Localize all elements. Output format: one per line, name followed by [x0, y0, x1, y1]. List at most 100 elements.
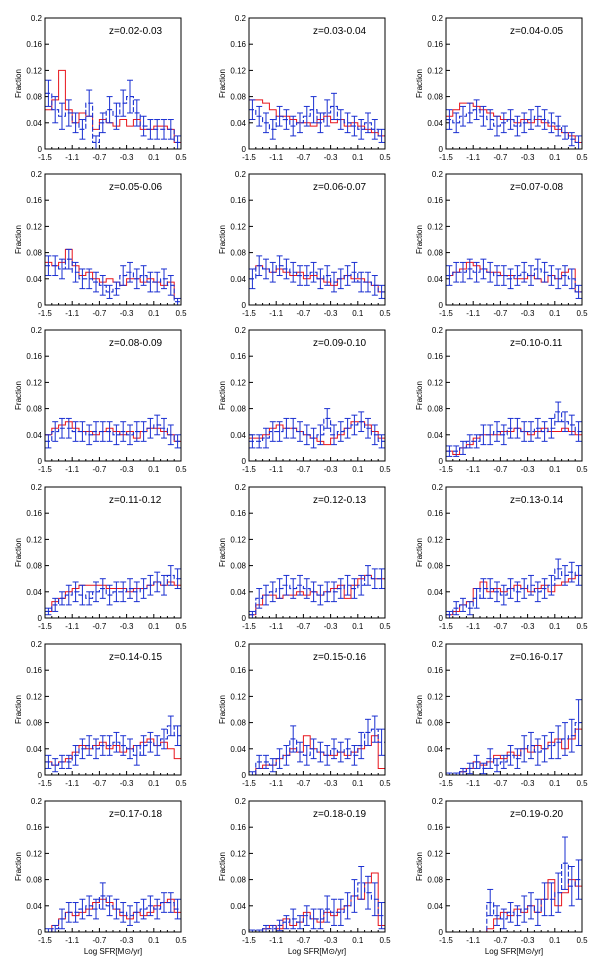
x-axis-label: Log SFR[M⊙/yr]: [84, 947, 142, 956]
x-tick-label: -1.1: [466, 622, 480, 631]
model-histogram: [445, 427, 583, 461]
data-histogram: [249, 728, 385, 776]
data-histogram: [45, 895, 181, 933]
y-axis-label: Fraction: [14, 225, 23, 254]
y-tick-label: 0.08: [230, 405, 246, 414]
x-tick-label: -1.1: [269, 622, 283, 631]
panel-title: z=0.17-0.18: [109, 809, 163, 820]
x-tick-label: 0.1: [549, 153, 561, 162]
x-tick-label: -0.3: [120, 622, 134, 631]
y-tick-label: 0.12: [26, 378, 42, 387]
panel-title: z=0.13-0.14: [510, 495, 564, 506]
x-tick-label: 0.5: [379, 309, 391, 318]
y-tick-label: 0.2: [432, 170, 444, 179]
x-tick-label: -0.3: [120, 936, 134, 945]
y-tick-label: 0.16: [230, 823, 246, 832]
y-tick-label: 0.08: [26, 249, 42, 258]
x-tick-label: 0.1: [549, 936, 561, 945]
y-tick-label: 0.04: [230, 588, 246, 597]
x-tick-label: 0.5: [379, 622, 391, 631]
y-tick-label: 0.12: [427, 849, 443, 858]
model-histogram: [44, 421, 182, 461]
y-tick-label: 0.2: [432, 326, 444, 335]
x-tick-label: -1.1: [466, 153, 480, 162]
y-tick-label: 0.16: [427, 40, 443, 49]
x-tick-label: -1.5: [38, 465, 52, 474]
y-tick-label: 0.04: [230, 275, 246, 284]
x-tick-label: 0.5: [175, 622, 187, 631]
y-tick-label: 0.04: [427, 745, 443, 754]
x-tick-label: -1.1: [269, 779, 283, 788]
x-tick-label: -1.5: [439, 622, 453, 631]
panel-title: z=0.06-0.07: [313, 182, 367, 193]
x-tick-label: -0.3: [120, 309, 134, 318]
y-tick-label: 0.04: [427, 588, 443, 597]
data-histogram: [249, 417, 385, 442]
y-tick-label: 0.2: [31, 640, 43, 649]
x-tick-label: -1.5: [242, 309, 256, 318]
plot-frame: [445, 173, 583, 306]
y-tick-label: 0.16: [230, 352, 246, 361]
y-tick-label: 0.16: [230, 666, 246, 675]
y-axis-label: Fraction: [218, 695, 227, 724]
panel: 0 0.04 0.08 0.12 0.16 0.2 -1.5 -1.1 -0.7 -0.3 0.1 0…: [218, 326, 391, 474]
y-tick-label: 0: [242, 301, 247, 310]
y-axis-label: Fraction: [218, 538, 227, 567]
plot-frame: [248, 173, 386, 306]
x-tick-label: -1.1: [65, 936, 79, 945]
data-histogram: [45, 92, 181, 143]
y-axis-label: Fraction: [14, 538, 23, 567]
y-tick-label: 0.12: [230, 692, 246, 701]
x-tick-label: 0.5: [175, 936, 187, 945]
x-tick-label: 0.5: [576, 622, 588, 631]
y-tick-label: 0: [439, 457, 444, 466]
x-tick-label: -0.7: [93, 779, 107, 788]
y-tick-label: 0.16: [427, 352, 443, 361]
x-tick-label: 0.5: [379, 936, 391, 945]
y-tick-label: 0.12: [427, 535, 443, 544]
x-tick-label: -0.7: [494, 936, 508, 945]
y-tick-label: 0: [242, 145, 247, 154]
plot-frame: [248, 643, 386, 776]
panel-title: z=0.16-0.17: [510, 652, 564, 663]
panel: 0 0.04 0.08 0.12 0.16 0.2 -1.5 -1.1 -0.7 -0.3 0.1 0…: [218, 170, 391, 318]
x-tick-label: -0.7: [494, 465, 508, 474]
model-histogram: [445, 261, 583, 305]
y-tick-label: 0: [439, 301, 444, 310]
data-histogram: [45, 258, 181, 303]
x-tick-label: -1.5: [242, 779, 256, 788]
y-tick-label: 0.12: [230, 66, 246, 75]
y-tick-label: 0.04: [427, 431, 443, 440]
panel-title: z=0.05-0.06: [109, 182, 163, 193]
x-tick-label: -1.5: [242, 153, 256, 162]
x-tick-label: -1.1: [466, 779, 480, 788]
model-histogram: [248, 574, 386, 618]
panel: 0 0.04 0.08 0.12 0.16 0.2 -1.5 -1.1 -0.7 -0.3 0.1 0…: [14, 797, 187, 956]
data-histogram: [249, 882, 385, 933]
x-tick-label: 0.1: [352, 465, 364, 474]
y-axis-label: Fraction: [415, 225, 424, 254]
x-axis-label: Log SFR[M⊙/yr]: [288, 947, 346, 956]
x-tick-label: 0.5: [379, 153, 391, 162]
y-tick-label: 0: [38, 928, 43, 937]
y-tick-label: 0.12: [427, 222, 443, 231]
x-tick-label: -1.5: [242, 622, 256, 631]
y-tick-label: 0.2: [235, 483, 247, 492]
y-axis-label: Fraction: [14, 852, 23, 881]
x-tick-label: -0.7: [93, 622, 107, 631]
x-tick-label: 0.5: [576, 309, 588, 318]
x-tick-label: -0.7: [297, 153, 311, 162]
y-tick-label: 0.2: [31, 797, 43, 806]
x-tick-label: -0.3: [521, 622, 535, 631]
x-tick-label: -0.3: [324, 936, 338, 945]
x-tick-label: 0.1: [549, 779, 561, 788]
y-tick-label: 0.08: [26, 93, 42, 102]
x-tick-label: -0.7: [494, 309, 508, 318]
y-tick-label: 0.16: [230, 196, 246, 205]
y-tick-label: 0.16: [26, 823, 42, 832]
y-tick-label: 0: [38, 145, 43, 154]
panel: 0 0.04 0.08 0.12 0.16 0.2 -1.5 -1.1 -0.7 -0.3 0.1 0…: [415, 483, 588, 631]
panel: 0 0.04 0.08 0.12 0.16 0.2 -1.5 -1.1 -0.7 -0.3 0.1 0…: [218, 640, 391, 788]
x-tick-label: -0.3: [521, 779, 535, 788]
y-tick-label: 0.16: [427, 823, 443, 832]
